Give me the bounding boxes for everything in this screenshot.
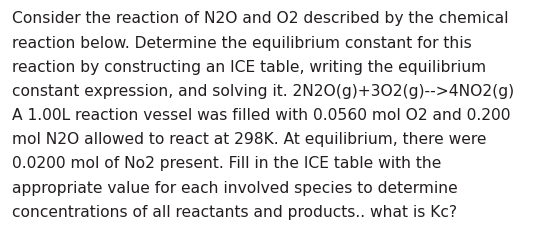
Text: appropriate value for each involved species to determine: appropriate value for each involved spec…: [12, 180, 458, 195]
Text: A 1.00L reaction vessel was filled with 0.0560 mol O2 and 0.200: A 1.00L reaction vessel was filled with …: [12, 108, 511, 123]
Text: mol N2O allowed to react at 298K. At equilibrium, there were: mol N2O allowed to react at 298K. At equ…: [12, 132, 487, 147]
Text: Consider the reaction of N2O and O2 described by the chemical: Consider the reaction of N2O and O2 desc…: [12, 11, 509, 26]
Text: reaction by constructing an ICE table, writing the equilibrium: reaction by constructing an ICE table, w…: [12, 60, 487, 74]
Text: concentrations of all reactants and products.. what is Kc?: concentrations of all reactants and prod…: [12, 204, 458, 219]
Text: 0.0200 mol of No2 present. Fill in the ICE table with the: 0.0200 mol of No2 present. Fill in the I…: [12, 156, 441, 171]
Text: reaction below. Determine the equilibrium constant for this: reaction below. Determine the equilibriu…: [12, 35, 472, 50]
Text: constant expression, and solving it. 2N2O(g)+3O2(g)-->4NO2(g): constant expression, and solving it. 2N2…: [12, 84, 514, 98]
